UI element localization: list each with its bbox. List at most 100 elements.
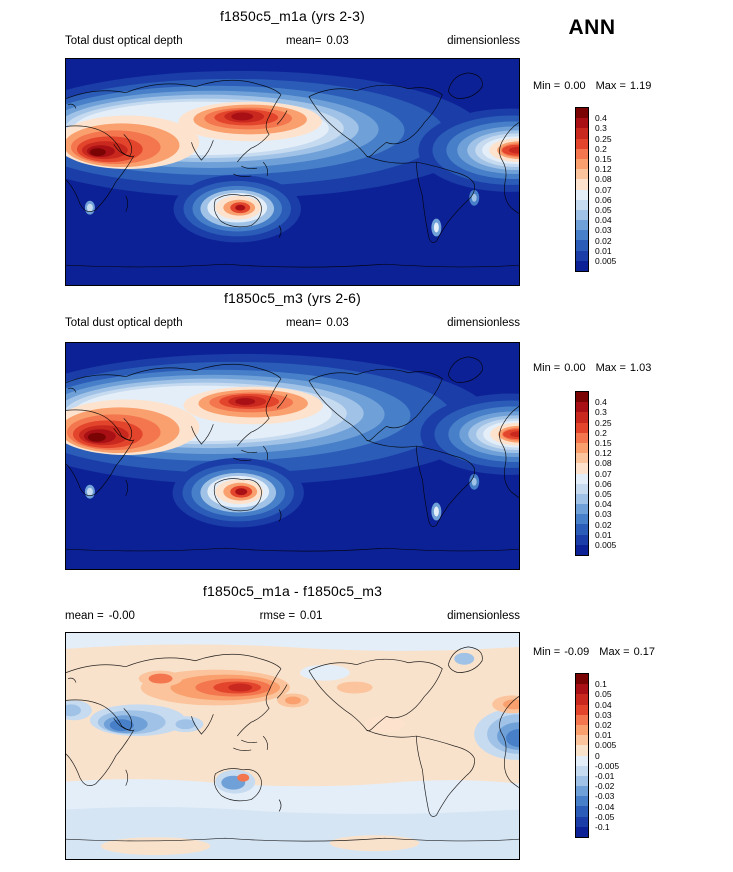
map-model1-svg (66, 59, 519, 285)
colorbar-band (576, 402, 588, 413)
panel1-minmax: Min = 0.00 Max = 1.19 (533, 80, 652, 92)
colorbar-tick-label: 0.005 (595, 255, 617, 266)
colorbar-band (576, 250, 588, 261)
colorbar-band (576, 504, 588, 515)
colorbar-tick-label: 0.01 (595, 245, 612, 256)
panel1-units-label: dimensionless (447, 35, 520, 47)
colorbar-band (576, 209, 588, 221)
panel1-meta-row: Total dust optical depth mean= 0.03 dimen… (65, 35, 520, 47)
colorbar-band (576, 463, 588, 474)
colorbar-tick-label: 0.2 (595, 143, 607, 154)
colorbar-tick-label: 0.04 (595, 498, 612, 509)
colorbar-tick-label: 0.3 (595, 407, 607, 418)
colorbar-band (576, 674, 588, 685)
colorbar-tick-label: 0.08 (595, 458, 612, 469)
colorbar-tick-label: 0.005 (595, 539, 617, 550)
colorbar-band (576, 724, 588, 736)
map-difference-svg (66, 633, 519, 859)
panel1-colorbar: 0.4 0.3 0.25 0.2 0.15 0.12 0.08 0.07 0.06 0.05 0.0… (575, 107, 655, 277)
colorbar-tick-label: 0 (595, 750, 600, 761)
dust-field-model2 (66, 353, 519, 528)
colorbar-band (576, 534, 588, 545)
colorbar-band (576, 714, 588, 725)
colorbar-tick-label: 0.1 (595, 678, 607, 689)
colorbar-tick-label: 0.25 (595, 133, 612, 144)
panel3-mean: mean = -0.00 (65, 610, 135, 622)
colorbar-tick-label: 0.03 (595, 225, 612, 236)
colorbar-band (576, 128, 588, 139)
colorbar-tick-label: 0.25 (595, 417, 612, 428)
colorbar-tick-label: 0.05 (595, 204, 612, 215)
panel3-minmax: Min = -0.09 Max = 0.17 (533, 646, 655, 658)
colorbar-band (576, 189, 588, 200)
colorbar-tick-label: -0.005 (595, 760, 620, 771)
colorbar-tick-label: 0.05 (595, 488, 612, 499)
colorbar-band (576, 684, 588, 695)
colorbar-band (576, 199, 588, 210)
panel3-units-label: dimensionless (447, 610, 520, 622)
colorbar-band (576, 108, 588, 119)
panel1-variable-label: Total dust optical depth (65, 35, 183, 47)
colorbar-band (576, 260, 588, 271)
colorbar-tick-label: 0.06 (595, 478, 612, 489)
colorbar-tick-label: 0.12 (595, 163, 612, 174)
colorbar-band (576, 483, 588, 494)
colorbar-band (576, 118, 588, 129)
colorbar-tick-label: 0.02 (595, 519, 612, 530)
map-model2-svg (66, 343, 519, 569)
colorbar-bar (575, 673, 589, 838)
colorbar-tick-label: 0.4 (595, 396, 607, 407)
colorbar-tick-label: 0.15 (595, 437, 612, 448)
colorbar-band (576, 179, 588, 190)
colorbar-band (576, 158, 588, 170)
panel3-title: f1850c5_m1a - f1850c5_m3 (202, 583, 383, 599)
colorbar-band (576, 806, 588, 817)
colorbar-band (576, 524, 588, 535)
map-model1 (65, 58, 520, 286)
colorbar-band (576, 230, 588, 241)
colorbar-band (576, 765, 588, 776)
panel2-colorbar: 0.4 0.3 0.25 0.2 0.15 0.12 0.08 0.07 0.06 0.05 0.0… (575, 391, 655, 561)
colorbar-tick-label: -0.01 (595, 770, 615, 781)
colorbar-band (576, 220, 588, 231)
colorbar-tick-label: 0.005 (595, 740, 617, 751)
colorbar-band (576, 240, 588, 251)
colorbar-tick-label: 0.15 (595, 153, 612, 164)
colorbar-band (576, 138, 588, 149)
colorbar-tick-label: -0.03 (595, 791, 615, 802)
colorbar-band (576, 775, 588, 787)
colorbar-band (576, 148, 588, 159)
colorbar-tick-label: 0.04 (595, 699, 612, 710)
panel2-variable-label: Total dust optical depth (65, 317, 183, 329)
panel2-minmax: Min = 0.00 Max = 1.03 (533, 362, 652, 374)
colorbar-tick-label: 0.02 (595, 719, 612, 730)
panel2-units-label: dimensionless (447, 317, 520, 329)
colorbar-tick-label: -0.1 (595, 821, 610, 832)
colorbar-tick-label: 0.05 (595, 689, 612, 700)
colorbar-tick-label: 0.03 (595, 509, 612, 520)
panel3-rmse: rmse = 0.01 (259, 610, 323, 622)
colorbar-band (576, 169, 588, 180)
colorbar-tick-label: 0.01 (595, 729, 612, 740)
colorbar-band (576, 735, 588, 746)
colorbar-band (576, 816, 588, 827)
colorbar-band (576, 493, 588, 505)
colorbar-tick-label: 0.07 (595, 468, 612, 479)
panel2-title: f1850c5_m3 (yrs 2-6) (223, 290, 362, 306)
colorbar-band (576, 704, 588, 715)
colorbar-band (576, 514, 588, 525)
colorbar-tick-label: 0.2 (595, 427, 607, 438)
colorbar-band (576, 392, 588, 403)
colorbar-band (576, 432, 588, 443)
colorbar-tick-label: 0.04 (595, 214, 612, 225)
colorbar-band (576, 422, 588, 433)
panel3-colorbar: 0.1 0.05 0.04 0.03 0.02 0.01 0.005 0 -0.005 -0.01… (575, 673, 655, 843)
map-difference (65, 632, 520, 860)
colorbar-band (576, 473, 588, 484)
colorbar-bar (575, 107, 589, 272)
colorbar-band (576, 745, 588, 756)
colorbar-tick-label: 0.07 (595, 184, 612, 195)
colorbar-band (576, 453, 588, 464)
colorbar-band (576, 796, 588, 807)
